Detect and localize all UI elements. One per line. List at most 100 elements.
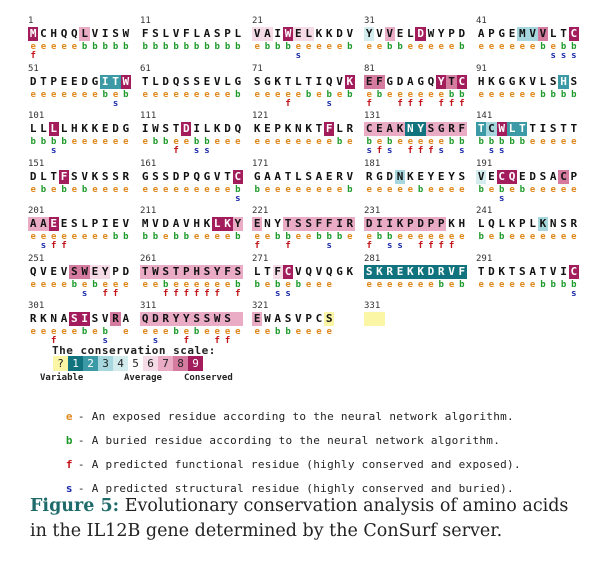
exposure-mark: e — [499, 89, 505, 100]
residue: H — [558, 74, 569, 89]
exposure-mark: b — [376, 232, 383, 242]
prediction-mark — [191, 52, 201, 61]
residue: G — [496, 74, 507, 89]
residue: A — [38, 217, 49, 231]
exposure-mark: b — [183, 42, 190, 52]
prediction-mark — [191, 195, 201, 204]
prediction-mark — [181, 242, 191, 251]
prediction-mark — [49, 195, 59, 204]
exposure-mark: e — [235, 327, 241, 337]
exposure-mark: e — [51, 232, 57, 242]
residue: K — [324, 27, 335, 41]
exposure-mark: b — [123, 89, 129, 100]
position-number: 271 — [252, 253, 269, 264]
residue: E — [517, 169, 528, 184]
residue: L — [496, 217, 507, 231]
exposure-mark: b — [40, 137, 47, 147]
exposure-mark: e — [30, 42, 36, 52]
residue: A — [262, 27, 273, 41]
prediction-mark: s — [81, 288, 88, 299]
prediction-mark — [334, 242, 344, 251]
exposure-mark: b — [275, 279, 281, 290]
prediction-mark — [121, 52, 131, 61]
residue: W — [120, 74, 131, 89]
prediction-mark — [171, 242, 181, 251]
residue: R — [344, 217, 355, 231]
prediction-mark — [38, 147, 48, 156]
prediction-mark — [569, 242, 579, 251]
prediction-mark — [161, 100, 171, 109]
residue: R — [120, 169, 131, 184]
prediction-mark — [191, 100, 201, 109]
prediction-mark — [395, 195, 405, 204]
residue: S — [324, 312, 335, 326]
exposure-mark: e — [488, 42, 495, 52]
residue: R — [334, 169, 345, 184]
exposure-mark: e — [326, 279, 332, 290]
residue: E — [394, 264, 406, 279]
prediction-row: s — [476, 289, 579, 299]
exposure-mark: e — [488, 232, 495, 242]
residue: W — [425, 27, 437, 41]
exposure-mark: e — [478, 42, 484, 52]
exposure-mark: e — [438, 42, 444, 52]
residue: V — [58, 264, 70, 279]
prediction-mark — [273, 337, 283, 346]
exposure-mark: e — [51, 327, 57, 337]
residue: S — [150, 27, 161, 41]
residue: L — [476, 217, 487, 231]
exposure-mark: e — [183, 279, 190, 290]
exposure-mark: e — [214, 279, 220, 290]
prediction-mark — [69, 52, 79, 61]
residue: V — [527, 27, 538, 41]
exposure-mark: e — [275, 89, 281, 100]
exposure-mark: b — [550, 89, 556, 100]
prediction-mark — [558, 195, 568, 204]
exposure-mark: e — [61, 279, 67, 290]
exposure-mark: b — [163, 137, 169, 147]
exposure-mark: e — [560, 184, 567, 195]
residue: L — [191, 27, 202, 41]
exposure-mark: b — [254, 184, 260, 195]
residue: V — [181, 217, 192, 231]
prediction-mark: f — [51, 241, 57, 251]
residue: I — [140, 122, 151, 136]
residue: P — [89, 217, 101, 231]
exposure-mark: e — [204, 184, 210, 195]
prediction-mark — [426, 100, 436, 109]
residue: E — [436, 169, 447, 184]
prediction-mark — [497, 100, 507, 109]
exposure-mark: e — [193, 184, 200, 195]
prediction-mark — [395, 147, 405, 156]
prediction-mark — [181, 100, 191, 109]
exposure-mark: e — [387, 184, 393, 195]
residue: S — [150, 169, 161, 184]
residue: Y — [181, 312, 192, 326]
residue: S — [181, 74, 192, 89]
prediction-mark — [486, 100, 496, 109]
prediction-mark — [374, 290, 384, 299]
legend-text-f: - A predicted functional residue (highly… — [77, 458, 521, 471]
exposure-mark: e — [428, 137, 434, 147]
residue: K — [303, 122, 314, 136]
prediction-mark — [38, 195, 48, 204]
prediction-mark — [222, 147, 232, 156]
exposure-mark: b — [387, 137, 393, 147]
prediction-mark — [345, 290, 355, 299]
residue: G — [334, 264, 345, 279]
